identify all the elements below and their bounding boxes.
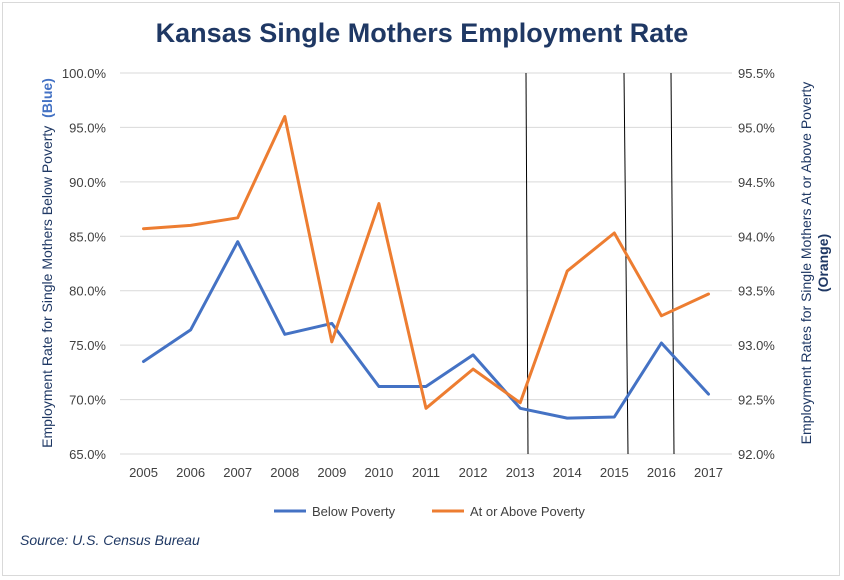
- right-tick-label: 95.5%: [738, 66, 775, 81]
- left-axis-label-tag: (Blue): [39, 78, 55, 118]
- left-tick-label: 75.0%: [69, 338, 106, 353]
- right-tick-label: 92.0%: [738, 447, 775, 462]
- source-note: Source: U.S. Census Bureau: [20, 532, 200, 548]
- left-axis-ticks: 65.0% 70.0% 75.0% 80.0% 85.0% 90.0% 95.0% 100.0…: [62, 66, 107, 462]
- x-tick-label: 2005: [129, 465, 158, 480]
- marker-line: [670, 72, 675, 455]
- x-tick-label: 2013: [506, 465, 535, 480]
- marker-line: [623, 72, 629, 455]
- left-tick-label: 95.0%: [69, 120, 106, 135]
- x-tick-label: 2011: [412, 465, 440, 480]
- x-tick-label: 2010: [364, 465, 393, 480]
- x-tick-label: 2006: [176, 465, 205, 480]
- legend-label-at-or-above-poverty: At or Above Poverty: [470, 504, 585, 519]
- right-axis-ticks: 92.0% 92.5% 93.0% 93.5% 94.0% 94.5% 95.0% 95.5%: [738, 66, 775, 462]
- series-lines: [142, 115, 710, 420]
- x-tick-label: 2015: [600, 465, 629, 480]
- x-axis-ticks: 2005 2006 2007 2008 2009 2010 2011 2012 2013 2014…: [129, 465, 723, 480]
- right-tick-label: 93.5%: [738, 284, 775, 299]
- series-line-at-or-above-poverty: [142, 115, 710, 410]
- right-tick-label: 94.5%: [738, 175, 775, 190]
- legend: Below Poverty At or Above Poverty: [274, 504, 585, 519]
- x-tick-label: 2012: [459, 465, 488, 480]
- x-tick-label: 2007: [223, 465, 252, 480]
- left-tick-label: 65.0%: [69, 447, 106, 462]
- legend-label-below-poverty: Below Poverty: [312, 504, 396, 519]
- x-tick-label: 2009: [317, 465, 346, 480]
- chart-title: Kansas Single Mothers Employment Rate: [155, 18, 689, 48]
- left-tick-label: 90.0%: [69, 175, 106, 190]
- left-tick-label: 100.0%: [62, 66, 107, 81]
- right-tick-label: 93.0%: [738, 338, 775, 353]
- vertical-marker-lines: [525, 72, 675, 455]
- left-axis-label: Employment Rate for Single Mothers Below…: [39, 78, 55, 448]
- right-tick-label: 92.5%: [738, 393, 775, 408]
- right-axis-label-tag: (Orange): [815, 234, 831, 292]
- right-tick-label: 95.0%: [738, 120, 775, 135]
- right-tick-label: 94.0%: [738, 229, 775, 244]
- marker-line: [525, 72, 529, 455]
- left-tick-label: 80.0%: [69, 284, 106, 299]
- series-line-below-poverty: [142, 240, 710, 420]
- right-axis-label: Employment Rates for Single Mothers At o…: [798, 82, 814, 445]
- left-tick-label: 85.0%: [69, 229, 106, 244]
- gridlines: [120, 72, 732, 455]
- x-tick-label: 2017: [694, 465, 723, 480]
- x-tick-label: 2016: [647, 465, 676, 480]
- x-tick-label: 2014: [553, 465, 582, 480]
- x-tick-label: 2008: [270, 465, 299, 480]
- left-tick-label: 70.0%: [69, 393, 106, 408]
